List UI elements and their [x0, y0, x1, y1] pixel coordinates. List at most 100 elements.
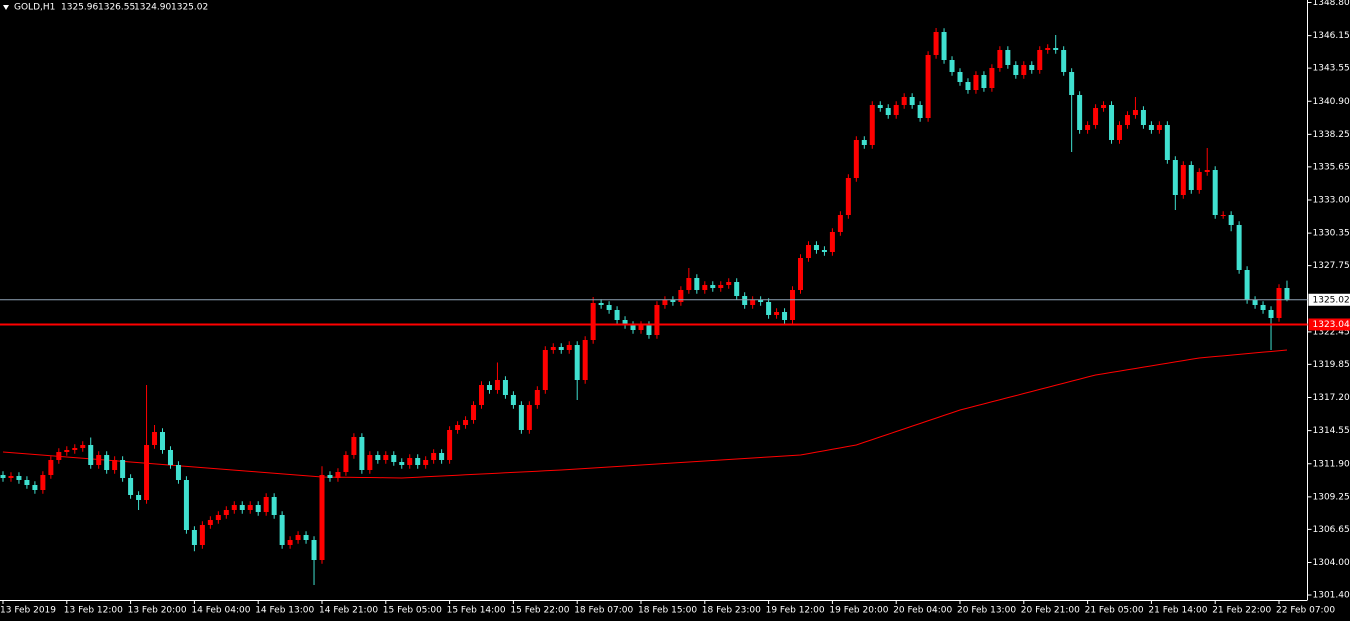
y-tick-label: 1340.90	[1313, 97, 1350, 107]
quote-close: 1325.02	[171, 3, 208, 13]
candle-body	[183, 480, 189, 530]
x-tick-label: 14 Feb 04:00	[191, 606, 250, 616]
candle-body	[136, 495, 142, 500]
current-price-tag	[1308, 293, 1350, 306]
candle-body	[415, 458, 421, 465]
candle-body	[231, 505, 237, 510]
x-tick-label: 21 Feb 05:00	[1085, 606, 1144, 616]
menu-arrow[interactable]	[3, 5, 9, 10]
x-tick-label: 18 Feb 23:00	[702, 606, 761, 616]
candle-body	[383, 455, 389, 460]
candle-body	[686, 278, 692, 290]
candle-body	[678, 290, 684, 302]
candle-body	[965, 82, 971, 90]
candle-body	[1093, 108, 1099, 125]
candle-body	[622, 320, 628, 325]
candle-body	[1228, 215, 1234, 225]
candle-body	[861, 140, 867, 145]
candle-body	[311, 540, 317, 560]
candle-body	[590, 303, 596, 340]
candle-body	[542, 350, 548, 390]
candle-body	[1077, 95, 1083, 130]
candle-body	[742, 296, 748, 305]
candle-body	[144, 445, 150, 500]
candle-body	[526, 405, 532, 430]
candle-body	[303, 535, 309, 540]
candle-body	[423, 460, 429, 465]
candle-body	[407, 458, 413, 465]
candle-body	[375, 455, 381, 460]
candle-body	[319, 475, 325, 560]
candle-body	[1244, 270, 1250, 300]
candle-body	[120, 460, 126, 478]
x-tick-label: 15 Feb 14:00	[447, 606, 506, 616]
level-tag	[1308, 318, 1350, 331]
candle-body	[48, 460, 54, 475]
candle-body	[710, 285, 716, 288]
candle-body	[933, 32, 939, 55]
candle-body	[941, 32, 947, 60]
quote-open: 1325.96	[61, 3, 98, 13]
candle-body	[486, 385, 492, 390]
candle-body	[359, 437, 365, 470]
x-tick-label: 20 Feb 13:00	[957, 606, 1016, 616]
candle-body	[271, 497, 277, 515]
candle-body	[463, 420, 469, 425]
candle-body	[215, 515, 221, 520]
candle-body	[64, 450, 70, 452]
candle-body	[694, 278, 700, 290]
y-tick-label: 1343.55	[1313, 64, 1350, 74]
candle-body	[56, 452, 62, 460]
candle-body	[160, 432, 165, 450]
x-tick-label: 13 Feb 20:00	[128, 606, 187, 616]
candle-body	[1252, 300, 1258, 305]
candle-body	[1085, 125, 1091, 130]
candle-body	[957, 72, 963, 82]
candle-body	[431, 453, 437, 460]
x-tick-label: 18 Feb 07:00	[574, 606, 633, 616]
candle-body	[662, 300, 668, 305]
quote-low: 1324.90	[134, 3, 171, 13]
candle-body	[32, 485, 38, 490]
candle-body	[1045, 48, 1051, 50]
candle-body	[24, 480, 30, 485]
x-tick-label: 13 Feb 12:00	[64, 606, 123, 616]
candle-body	[877, 105, 883, 108]
candle-body	[1013, 65, 1019, 75]
y-tick-label: 1306.65	[1313, 525, 1350, 535]
candle-body	[479, 385, 484, 405]
candle-body	[1053, 48, 1059, 50]
candle-body	[343, 455, 349, 472]
candle-body	[1132, 110, 1138, 115]
candle-body	[1212, 170, 1218, 215]
candle-body	[1061, 50, 1067, 72]
candle-body	[175, 465, 181, 480]
y-tick-label: 1333.00	[1313, 196, 1350, 206]
candle-body	[96, 455, 102, 465]
candle-body	[782, 312, 788, 320]
candle-body	[925, 55, 931, 118]
candle-body	[1069, 72, 1075, 95]
candle-body	[112, 460, 118, 470]
candle-body	[869, 105, 875, 145]
x-tick-label: 14 Feb 13:00	[255, 606, 314, 616]
candle-body	[1109, 105, 1115, 140]
x-tick-label: 20 Feb 04:00	[893, 606, 952, 616]
candle-body	[574, 345, 580, 380]
candle-body	[287, 540, 293, 545]
candle-body	[128, 478, 134, 495]
candle-body	[104, 455, 110, 470]
candle-body	[630, 325, 636, 330]
candle-body	[606, 305, 612, 310]
candle-body	[1284, 288, 1290, 300]
candle-body	[989, 68, 995, 88]
y-tick-label: 1319.85	[1313, 360, 1350, 370]
x-tick-label: 20 Feb 21:00	[1021, 606, 1080, 616]
y-tick-label: 1338.25	[1313, 130, 1350, 140]
candle-body	[1101, 105, 1107, 108]
candle-body	[774, 312, 780, 315]
x-tick-label: 15 Feb 05:00	[383, 606, 442, 616]
level-label: 1323.04	[1313, 320, 1350, 330]
candle-body	[391, 455, 397, 462]
candle-body	[638, 325, 644, 330]
